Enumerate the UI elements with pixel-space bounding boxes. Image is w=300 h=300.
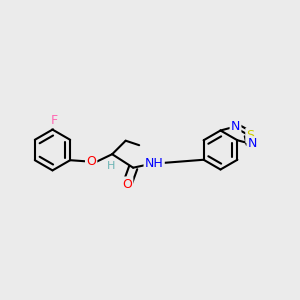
- Text: H: H: [106, 160, 115, 171]
- Text: S: S: [247, 129, 254, 142]
- Text: NH: NH: [145, 157, 164, 170]
- Text: O: O: [86, 155, 96, 168]
- Text: O: O: [122, 178, 132, 191]
- Text: N: N: [231, 120, 240, 134]
- Text: F: F: [50, 114, 58, 127]
- Text: N: N: [248, 137, 257, 150]
